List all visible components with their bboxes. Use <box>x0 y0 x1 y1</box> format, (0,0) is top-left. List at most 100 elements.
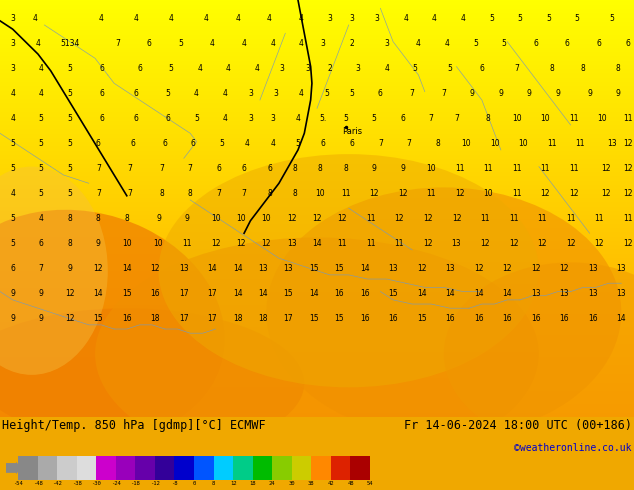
Text: 11: 11 <box>569 164 578 173</box>
Text: 13: 13 <box>451 239 462 248</box>
Text: 10: 10 <box>512 114 522 123</box>
Text: 4: 4 <box>403 14 408 23</box>
Text: 8: 8 <box>616 64 621 73</box>
Text: 8: 8 <box>188 189 193 198</box>
Text: 9: 9 <box>616 89 621 98</box>
Text: 6: 6 <box>99 89 104 98</box>
Text: 11: 11 <box>569 114 578 123</box>
Text: 12: 12 <box>623 239 632 248</box>
Text: 54: 54 <box>366 481 373 487</box>
Text: -24: -24 <box>111 481 120 487</box>
Ellipse shape <box>95 238 539 471</box>
Text: 13: 13 <box>445 264 455 273</box>
Text: 15: 15 <box>309 264 319 273</box>
Text: 5: 5 <box>10 139 15 148</box>
Ellipse shape <box>0 210 225 440</box>
Text: 12: 12 <box>236 239 245 248</box>
Ellipse shape <box>0 167 108 375</box>
Text: 3: 3 <box>10 39 15 48</box>
Text: 3: 3 <box>248 114 253 123</box>
Text: 17: 17 <box>207 289 217 298</box>
Text: 11: 11 <box>566 214 575 223</box>
Text: 4: 4 <box>416 39 421 48</box>
Text: 3: 3 <box>356 64 361 73</box>
Text: 9: 9 <box>372 164 377 173</box>
Text: 5: 5 <box>473 39 478 48</box>
Text: 8: 8 <box>435 139 440 148</box>
Text: 14: 14 <box>207 264 217 273</box>
Text: 18: 18 <box>259 314 268 323</box>
Bar <box>292 456 311 480</box>
Text: 11: 11 <box>541 164 550 173</box>
Text: Height/Temp. 850 hPa [gdmp][°C] ECMWF: Height/Temp. 850 hPa [gdmp][°C] ECMWF <box>2 419 266 432</box>
Text: 9: 9 <box>555 89 560 98</box>
Text: 6: 6 <box>597 39 602 48</box>
Text: 4: 4 <box>460 14 465 23</box>
Text: 12: 12 <box>541 189 550 198</box>
Text: 7: 7 <box>188 164 193 173</box>
Text: 4: 4 <box>39 89 44 98</box>
Text: 11: 11 <box>395 239 404 248</box>
Text: 12: 12 <box>452 214 461 223</box>
Text: 8: 8 <box>292 189 297 198</box>
Text: 11: 11 <box>366 214 375 223</box>
Text: 16: 16 <box>474 314 484 323</box>
Text: 5: 5 <box>343 114 348 123</box>
Text: 14: 14 <box>417 289 427 298</box>
Text: 13: 13 <box>179 264 189 273</box>
Text: 4: 4 <box>204 14 209 23</box>
Text: 6: 6 <box>533 39 538 48</box>
Bar <box>351 456 370 480</box>
Text: 5: 5 <box>39 164 44 173</box>
Bar <box>116 456 135 480</box>
Text: 7: 7 <box>441 89 446 98</box>
Text: 9: 9 <box>587 89 592 98</box>
Text: 14: 14 <box>359 264 370 273</box>
Text: 6: 6 <box>146 39 152 48</box>
Text: 6: 6 <box>400 114 405 123</box>
Text: 14: 14 <box>233 264 243 273</box>
Text: 12: 12 <box>65 314 74 323</box>
Text: 4: 4 <box>245 139 250 148</box>
Text: 15: 15 <box>283 289 294 298</box>
Text: 13: 13 <box>283 264 294 273</box>
Text: 4: 4 <box>432 14 437 23</box>
Text: 4: 4 <box>36 39 41 48</box>
Text: 5: 5 <box>501 39 507 48</box>
Text: 11: 11 <box>623 114 632 123</box>
Text: 16: 16 <box>359 314 370 323</box>
Text: 8: 8 <box>96 214 101 223</box>
Text: 12: 12 <box>395 214 404 223</box>
Text: 9: 9 <box>400 164 405 173</box>
Text: 2: 2 <box>327 64 332 73</box>
Text: 5: 5 <box>349 89 354 98</box>
FancyArrow shape <box>6 462 22 474</box>
Text: 4: 4 <box>39 214 44 223</box>
Text: 12: 12 <box>509 239 518 248</box>
Bar <box>155 456 174 480</box>
Text: 8: 8 <box>318 164 323 173</box>
Text: 13: 13 <box>287 239 297 248</box>
Bar <box>311 456 331 480</box>
Text: 17: 17 <box>179 289 189 298</box>
Text: 7: 7 <box>378 139 383 148</box>
Text: 16: 16 <box>588 314 598 323</box>
Bar <box>272 456 292 480</box>
Text: 4: 4 <box>10 89 15 98</box>
Text: 3: 3 <box>327 14 332 23</box>
Text: 10: 10 <box>122 239 132 248</box>
Text: 6: 6 <box>165 114 171 123</box>
Text: 12: 12 <box>370 189 378 198</box>
Text: 15: 15 <box>334 264 344 273</box>
Text: 12: 12 <box>262 239 271 248</box>
Text: 7: 7 <box>127 164 133 173</box>
Text: 5: 5 <box>219 139 224 148</box>
Text: 3: 3 <box>280 64 285 73</box>
Text: 14: 14 <box>312 239 322 248</box>
Text: 12: 12 <box>230 481 236 487</box>
Text: 4: 4 <box>299 14 304 23</box>
Text: 7: 7 <box>242 189 247 198</box>
Text: 11: 11 <box>512 189 521 198</box>
Text: 13: 13 <box>588 264 598 273</box>
Text: 2: 2 <box>349 39 354 48</box>
